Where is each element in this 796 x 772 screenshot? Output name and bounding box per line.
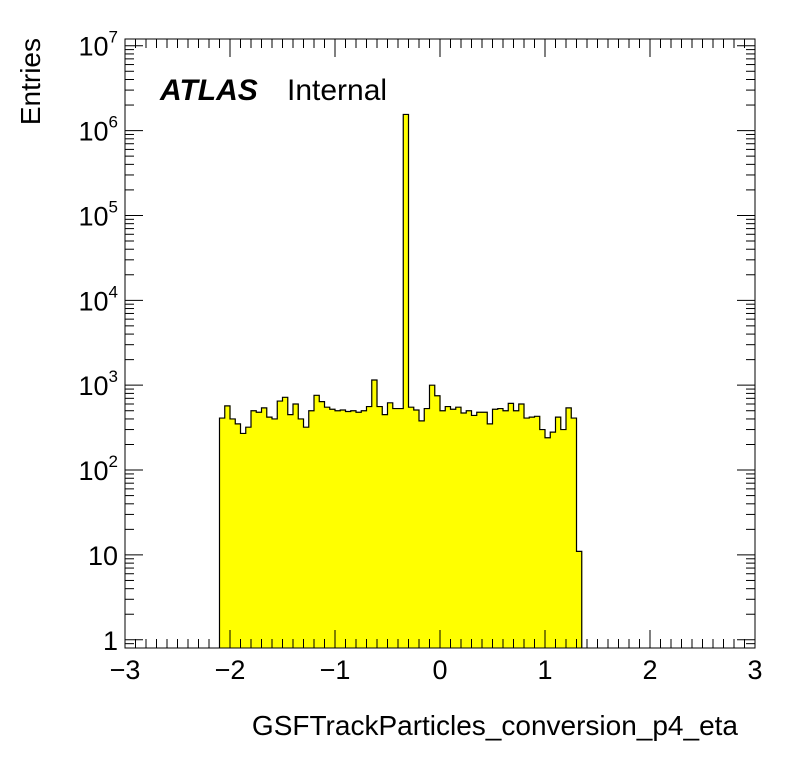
- histogram-bin: [256, 412, 263, 648]
- histogram-bin: [534, 416, 541, 648]
- histogram-bin: [539, 429, 546, 648]
- histogram-bin: [335, 410, 341, 648]
- x-axis-label: GSFTrackParticles_conversion_p4_eta: [252, 710, 739, 741]
- histogram-bin: [324, 407, 331, 648]
- x-axis-tick-labels: −3 −2 −1 0 1 2 3: [110, 655, 763, 685]
- histogram-bin: [424, 408, 431, 648]
- histogram-bin: [419, 420, 425, 648]
- histogram-bin: [277, 401, 284, 648]
- y-axis-label: Entries: [15, 38, 46, 125]
- x-tick-label: −2: [215, 655, 246, 685]
- y-tick-label: 104: [78, 282, 118, 316]
- histogram-bin: [518, 404, 525, 648]
- histogram-bin: [471, 415, 478, 648]
- histogram-bin: [455, 407, 462, 648]
- histogram-bin: [550, 432, 557, 648]
- x-tick-label: 2: [642, 655, 657, 685]
- histogram-bin: [319, 401, 326, 648]
- histogram-bin: [497, 408, 504, 648]
- histogram-bin: [245, 427, 252, 648]
- histogram-bin: [377, 406, 383, 648]
- y-tick-label: 106: [78, 113, 118, 147]
- histogram-bin: [560, 429, 567, 648]
- y-tick-label: 105: [78, 197, 118, 231]
- x-tick-label: −1: [320, 655, 351, 685]
- histogram-bin: [361, 410, 368, 648]
- histogram-bars: [218, 113, 583, 649]
- histogram-bin: [466, 410, 473, 648]
- histogram-bin: [403, 114, 410, 649]
- histogram-bin: [340, 410, 347, 648]
- histogram-bin: [298, 418, 305, 648]
- histogram-bin: [261, 407, 268, 648]
- histogram-bin: [235, 423, 242, 648]
- histogram-bin: [272, 418, 278, 648]
- histogram-bin: [503, 410, 509, 648]
- histogram-bin: [219, 418, 226, 648]
- histogram-bin: [371, 380, 378, 648]
- histogram-bin: [408, 407, 415, 648]
- histogram-bin: [476, 412, 483, 648]
- histogram-bin: [293, 404, 299, 648]
- histogram-bin: [314, 395, 320, 648]
- y-tick-label: 103: [78, 367, 118, 401]
- histogram-bin: [345, 411, 352, 648]
- histogram-bin: [329, 409, 336, 648]
- histogram-bin: [413, 410, 420, 648]
- histogram-bin: [571, 418, 578, 648]
- histogram-bin: [508, 403, 515, 648]
- histogram-bin: [513, 410, 520, 648]
- x-tick-label: 0: [432, 655, 447, 685]
- histogram-bin: [303, 427, 310, 648]
- y-axis-ticks: [125, 45, 755, 649]
- histogram-bin: [492, 409, 499, 648]
- histogram-bin: [392, 408, 399, 648]
- histogram-bin: [434, 395, 441, 648]
- histogram-outline: [218, 113, 583, 648]
- histogram-bin: [398, 408, 404, 648]
- histogram-bin: [555, 417, 562, 648]
- histogram-bin: [529, 417, 536, 648]
- histogram-bin: [366, 406, 373, 648]
- histogram-bin: [282, 397, 289, 648]
- y-tick-label: 1: [103, 626, 118, 656]
- histogram-bin: [230, 418, 236, 648]
- histogram-bin: [576, 551, 583, 648]
- y-tick-label: 102: [78, 452, 118, 486]
- histogram-bin: [440, 410, 446, 648]
- histogram-bin: [240, 433, 247, 648]
- y-axis-tick-labels: 1 10 102 103 104 105 106 107: [78, 28, 118, 656]
- histogram-bin: [429, 385, 436, 648]
- histogram-bin: [266, 417, 273, 648]
- atlas-label: ATLAS: [159, 74, 258, 107]
- histogram-bin: [566, 407, 572, 648]
- histogram-bin: [350, 410, 357, 648]
- histogram-bin: [224, 405, 231, 648]
- histogram-bin: [461, 413, 467, 648]
- histogram-bin: [382, 414, 389, 648]
- histogram-bin: [487, 423, 494, 648]
- histogram-bin: [251, 410, 257, 648]
- x-tick-label: −3: [110, 655, 141, 685]
- status-label: Internal: [287, 74, 387, 107]
- y-tick-label: 107: [78, 28, 118, 62]
- histogram-bin: [308, 410, 315, 648]
- histogram-bin: [387, 402, 394, 648]
- histogram-bin: [356, 412, 362, 648]
- histogram-bin: [450, 409, 457, 648]
- histogram-bin: [482, 412, 488, 648]
- histogram-bin: [445, 406, 452, 648]
- histogram-bin: [524, 418, 530, 648]
- x-tick-label: 1: [537, 655, 552, 685]
- histogram-bin: [545, 437, 551, 648]
- y-tick-label: 10: [88, 541, 118, 571]
- x-tick-label: 3: [747, 655, 762, 685]
- histogram-bin: [287, 414, 294, 648]
